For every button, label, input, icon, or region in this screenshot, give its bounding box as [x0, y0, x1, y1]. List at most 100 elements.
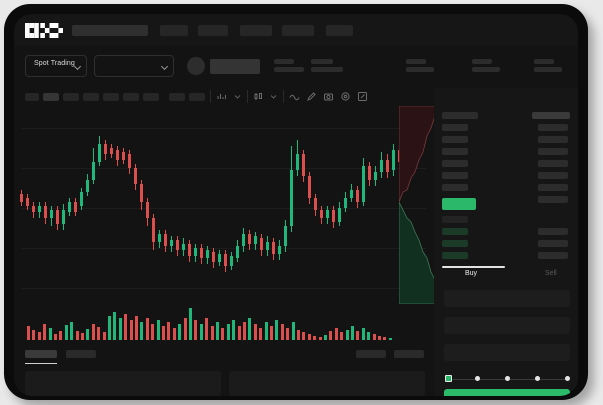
- orderbook-ask-row[interactable]: [442, 172, 468, 179]
- bottom-panel-left[interactable]: [25, 371, 221, 396]
- volume-bar: [302, 332, 306, 340]
- volume-bar: [297, 330, 300, 340]
- orderbook-ask-size[interactable]: [538, 148, 568, 155]
- slider-stop-100[interactable]: [565, 376, 570, 381]
- slider-handle[interactable]: [445, 375, 452, 382]
- timeframe-7[interactable]: [143, 93, 159, 101]
- slider-stop-50[interactable]: [505, 376, 510, 381]
- candle-body: [188, 244, 191, 256]
- stat-value: [406, 67, 434, 72]
- candle-body: [350, 190, 353, 198]
- pair-name-placeholder: [210, 59, 260, 74]
- orderbook-ask-size[interactable]: [538, 196, 568, 203]
- chevron-down-icon[interactable]: [268, 91, 279, 102]
- price-candlestick-chart[interactable]: [14, 106, 434, 304]
- orderbook-ask-size[interactable]: [538, 172, 568, 179]
- chart-gridline: [22, 288, 426, 289]
- toolbar-divider: [210, 90, 211, 103]
- line-chart-icon[interactable]: [289, 91, 300, 102]
- drawing-pencil-icon[interactable]: [306, 91, 317, 102]
- volume-bar: [221, 328, 225, 340]
- stat-label: [406, 59, 426, 64]
- tab-hide-other-pairs[interactable]: [394, 350, 424, 358]
- amount-field[interactable]: [444, 317, 570, 334]
- fullscreen-icon[interactable]: [357, 91, 368, 102]
- timeframe-9[interactable]: [189, 93, 205, 101]
- coin-avatar-icon: [187, 57, 205, 75]
- orderbook-bid-size[interactable]: [538, 240, 568, 247]
- candle-body: [266, 242, 269, 250]
- slider-stop-25[interactable]: [475, 376, 480, 381]
- tab-open-orders[interactable]: [25, 350, 57, 358]
- orderbook-current-price-row[interactable]: [442, 198, 476, 210]
- volume-bar: [264, 322, 268, 340]
- candle-body: [128, 154, 131, 168]
- orderbook-ask-row[interactable]: [442, 184, 468, 191]
- nav-item-1[interactable]: [160, 25, 188, 36]
- orderbook-ask-row[interactable]: [442, 148, 468, 155]
- okx-logo-icon[interactable]: [25, 23, 63, 38]
- volume-bar: [243, 322, 246, 340]
- timeframe-4[interactable]: [83, 93, 99, 101]
- timeframe-3[interactable]: [63, 93, 79, 101]
- tab-filter[interactable]: [356, 350, 386, 358]
- bottom-panel-right[interactable]: [229, 371, 425, 396]
- orderbook-bid-size[interactable]: [538, 252, 568, 259]
- orderbook-header-left: [442, 112, 478, 119]
- candle-body: [248, 234, 251, 244]
- volume-bar: [59, 331, 63, 340]
- place-buy-order-button[interactable]: [444, 389, 570, 396]
- nav-item-4[interactable]: [282, 25, 314, 36]
- depth-svg: [399, 106, 441, 304]
- toolbar-divider: [247, 90, 248, 103]
- orderbook-ask-row[interactable]: [442, 124, 468, 131]
- orderbook-bid-size[interactable]: [538, 228, 568, 235]
- orderbook-ask-size[interactable]: [538, 124, 568, 131]
- timeframe-6[interactable]: [123, 93, 139, 101]
- orderbook-ask-row[interactable]: [442, 136, 468, 143]
- orderbook-bid-row[interactable]: [442, 240, 468, 247]
- chart-settings-icon[interactable]: [340, 91, 351, 102]
- candle-body: [164, 234, 167, 246]
- tab-sell[interactable]: Sell: [545, 270, 557, 277]
- volume-bar: [291, 322, 295, 340]
- timeframe-8[interactable]: [169, 93, 185, 101]
- price-field[interactable]: [444, 290, 570, 307]
- candle-body: [224, 254, 227, 266]
- orderbook-bid-row[interactable]: [442, 228, 468, 235]
- orderbook-bid-row[interactable]: [442, 252, 468, 259]
- orderbook-ask-row[interactable]: [442, 160, 468, 167]
- stat-change-24h: [311, 59, 343, 75]
- orderbook-header-right: [532, 112, 570, 119]
- nav-item-2[interactable]: [198, 25, 228, 36]
- orderbook-ask-size[interactable]: [538, 136, 568, 143]
- candle-body: [206, 250, 209, 258]
- total-field[interactable]: [444, 344, 570, 361]
- nav-item-5[interactable]: [326, 25, 353, 36]
- orderbook-ask-size[interactable]: [538, 184, 568, 191]
- orderbook-ask-size[interactable]: [538, 160, 568, 167]
- header-search-box[interactable]: [72, 25, 148, 36]
- snapshot-camera-icon[interactable]: [323, 91, 334, 102]
- candle-body: [326, 210, 329, 218]
- nav-item-3[interactable]: [240, 25, 272, 36]
- pair-select[interactable]: [94, 55, 174, 77]
- volume-bar: [286, 328, 290, 340]
- tab-buy[interactable]: Buy: [465, 270, 478, 277]
- candle-body: [368, 166, 371, 180]
- volume-bar: [199, 324, 203, 340]
- orderbook-bid-row[interactable]: [442, 216, 468, 223]
- tab-order-history[interactable]: [66, 350, 96, 358]
- timeframe-5[interactable]: [103, 93, 119, 101]
- candle-body: [134, 168, 137, 184]
- candle-body: [44, 206, 47, 218]
- volume-bar: [248, 318, 252, 340]
- chevron-down-icon[interactable]: [232, 91, 243, 102]
- slider-stop-75[interactable]: [535, 376, 540, 381]
- candlestick-type-icon[interactable]: [253, 91, 264, 102]
- candle-body: [332, 210, 335, 222]
- market-type-select[interactable]: Spot Trading: [25, 55, 87, 77]
- indicators-icon[interactable]: [217, 91, 228, 102]
- timeframe-1[interactable]: [25, 93, 39, 101]
- timeframe-2[interactable]: [43, 93, 59, 101]
